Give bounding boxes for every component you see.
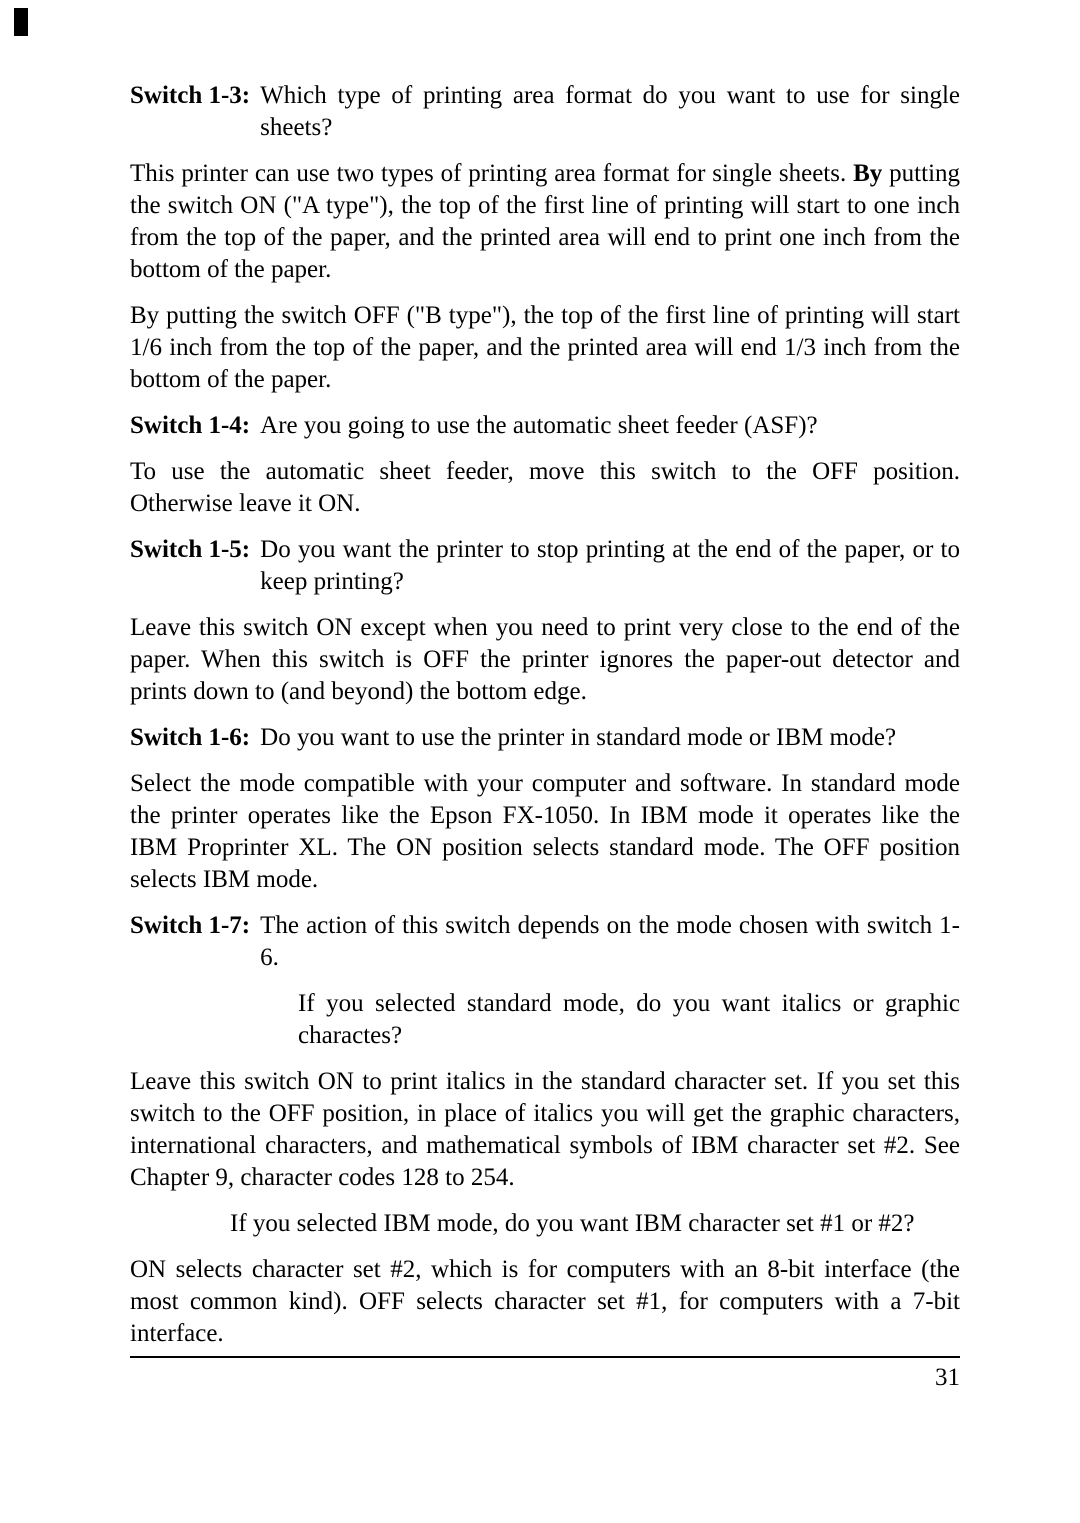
switch-1-7-question: The action of this switch depends on the…: [260, 910, 960, 974]
paragraph-9: ON selects character set #2, which is fo…: [130, 1254, 960, 1350]
switch-1-5-label: Switch 1-5:: [130, 534, 260, 598]
paragraph-8: If you selected IBM mode, do you want IB…: [130, 1208, 960, 1240]
switch-1-6-label: Switch 1-6:: [130, 722, 260, 754]
paragraph-1: This printer can use two types of printi…: [130, 158, 960, 286]
paragraph-6: If you selected standard mode, do you wa…: [130, 988, 960, 1052]
paragraph-2: By putting the switch OFF ("B type"), th…: [130, 300, 960, 396]
paragraph-3: To use the automatic sheet feeder, move …: [130, 456, 960, 520]
switch-1-7-block: Switch 1-7: The action of this switch de…: [130, 910, 960, 974]
switch-1-3-question: Which type of printing area format do yo…: [260, 80, 960, 144]
switch-1-7-label: Switch 1-7:: [130, 910, 260, 974]
switch-1-6-question: Do you want to use the printer in standa…: [260, 722, 896, 754]
page-number: 31: [130, 1362, 960, 1394]
paragraph-1a: This printer can use two types of printi…: [130, 160, 846, 187]
switch-1-4-label: Switch 1-4:: [130, 410, 260, 442]
switch-1-3-block: Switch 1-3: Which type of printing area …: [130, 80, 960, 144]
page-divider: [130, 1356, 960, 1358]
switch-1-6-block: Switch 1-6: Do you want to use the print…: [130, 722, 960, 754]
switch-1-4-block: Switch 1-4: Are you going to use the aut…: [130, 410, 960, 442]
top-black-marker: [14, 8, 28, 36]
paragraph-1b: By: [853, 160, 882, 187]
switch-1-5-question: Do you want the printer to stop printing…: [260, 534, 960, 598]
switch-1-4-question: Are you going to use the automatic sheet…: [260, 410, 817, 442]
page-content: Switch 1-3: Which type of printing area …: [130, 80, 960, 1394]
paragraph-4: Leave this switch ON except when you nee…: [130, 612, 960, 708]
paragraph-7: Leave this switch ON to print italics in…: [130, 1066, 960, 1194]
paragraph-5: Select the mode compatible with your com…: [130, 768, 960, 896]
switch-1-5-block: Switch 1-5: Do you want the printer to s…: [130, 534, 960, 598]
switch-1-3-label: Switch 1-3:: [130, 80, 260, 144]
